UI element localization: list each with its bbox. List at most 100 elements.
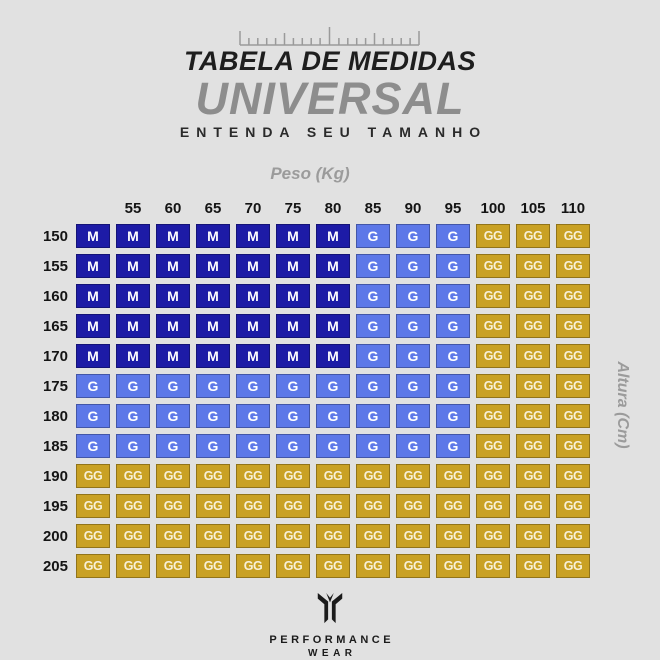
brand-name-secondary: WEAR: [307, 648, 357, 660]
size-cell-205-blank: GG: [76, 554, 110, 578]
size-cell-170-60: M: [156, 344, 190, 368]
size-cell-165-70: M: [236, 314, 270, 338]
size-cell-190-90: GG: [396, 464, 430, 488]
size-cell-155-90: G: [396, 254, 430, 278]
size-cell-175-90: G: [396, 374, 430, 398]
row-label-195: 195: [42, 497, 68, 515]
size-cell-175-55: G: [116, 374, 150, 398]
size-cell-160-105: GG: [516, 284, 550, 308]
page-title: TABELA DE MEDIDAS: [184, 46, 476, 76]
size-cell-205-95: GG: [436, 554, 470, 578]
size-cell-200-55: GG: [116, 524, 150, 548]
size-cell-195-75: GG: [276, 494, 310, 518]
column-header-85: 85: [364, 200, 382, 217]
row-label-185: 185: [42, 437, 68, 455]
size-cell-185-85: G: [356, 434, 390, 458]
size-cell-180-60: G: [156, 404, 190, 428]
size-cell-155-100: GG: [476, 254, 510, 278]
size-cell-170-80: M: [316, 344, 350, 368]
size-cell-175-100: GG: [476, 374, 510, 398]
row-label-150: 150: [42, 227, 68, 245]
size-cell-175-110: GG: [556, 374, 590, 398]
size-cell-180-55: G: [116, 404, 150, 428]
column-header-55: 55: [124, 200, 142, 217]
size-cell-185-95: G: [436, 434, 470, 458]
size-cell-160-90: G: [396, 284, 430, 308]
size-cell-165-110: GG: [556, 314, 590, 338]
size-cell-155-blank: M: [76, 254, 110, 278]
column-header-90: 90: [404, 200, 422, 217]
size-cell-155-70: M: [236, 254, 270, 278]
size-cell-150-110: GG: [556, 224, 590, 248]
size-cell-165-55: M: [116, 314, 150, 338]
column-header-95: 95: [444, 200, 462, 217]
size-cell-180-blank: G: [76, 404, 110, 428]
size-cell-190-80: GG: [316, 464, 350, 488]
size-cell-165-100: GG: [476, 314, 510, 338]
size-cell-180-85: G: [356, 404, 390, 428]
size-cell-150-95: G: [436, 224, 470, 248]
size-cell-160-70: M: [236, 284, 270, 308]
size-cell-175-75: G: [276, 374, 310, 398]
size-cell-205-90: GG: [396, 554, 430, 578]
size-cell-195-85: GG: [356, 494, 390, 518]
row-label-180: 180: [42, 407, 68, 425]
row-label-175: 175: [42, 377, 68, 395]
size-cell-190-110: GG: [556, 464, 590, 488]
column-header-80: 80: [324, 200, 342, 217]
size-cell-180-65: G: [196, 404, 230, 428]
size-cell-170-65: M: [196, 344, 230, 368]
size-cell-150-100: GG: [476, 224, 510, 248]
size-cell-150-60: M: [156, 224, 190, 248]
row-label-155: 155: [42, 257, 68, 275]
row-label-170: 170: [42, 347, 68, 365]
size-cell-185-70: G: [236, 434, 270, 458]
size-cell-185-blank: G: [76, 434, 110, 458]
size-cell-160-85: G: [356, 284, 390, 308]
size-cell-165-95: G: [436, 314, 470, 338]
size-cell-150-blank: M: [76, 224, 110, 248]
size-cell-165-60: M: [156, 314, 190, 338]
size-cell-165-65: M: [196, 314, 230, 338]
size-cell-175-70: G: [236, 374, 270, 398]
size-grid: 55 60 65 70 75 80 85 90 95 100 105 110 150 M M M M M M M G G G…: [30, 194, 590, 578]
size-cell-195-blank: GG: [76, 494, 110, 518]
size-cell-205-100: GG: [476, 554, 510, 578]
column-header-60: 60: [164, 200, 182, 217]
column-header-110: 110: [560, 200, 586, 217]
size-cell-190-105: GG: [516, 464, 550, 488]
row-label-205: 205: [42, 557, 68, 575]
size-cell-190-85: GG: [356, 464, 390, 488]
size-cell-185-55: G: [116, 434, 150, 458]
column-header-70: 70: [244, 200, 262, 217]
size-cell-195-100: GG: [476, 494, 510, 518]
size-cell-150-70: M: [236, 224, 270, 248]
size-cell-160-110: GG: [556, 284, 590, 308]
size-cell-170-95: G: [436, 344, 470, 368]
size-cell-200-60: GG: [156, 524, 190, 548]
size-cell-205-55: GG: [116, 554, 150, 578]
size-cell-165-75: M: [276, 314, 310, 338]
size-cell-160-80: M: [316, 284, 350, 308]
size-cell-155-105: GG: [516, 254, 550, 278]
size-cell-150-55: M: [116, 224, 150, 248]
size-cell-195-55: GG: [116, 494, 150, 518]
size-cell-155-110: GG: [556, 254, 590, 278]
size-cell-160-55: M: [116, 284, 150, 308]
size-cell-175-105: GG: [516, 374, 550, 398]
size-cell-190-blank: GG: [76, 464, 110, 488]
size-cell-180-80: G: [316, 404, 350, 428]
size-cell-195-80: GG: [316, 494, 350, 518]
size-cell-160-75: M: [276, 284, 310, 308]
size-cell-195-65: GG: [196, 494, 230, 518]
size-cell-155-95: G: [436, 254, 470, 278]
size-cell-200-70: GG: [236, 524, 270, 548]
weight-axis-label: Peso (Kg): [270, 164, 350, 183]
column-header-blank: [76, 216, 110, 218]
size-cell-195-90: GG: [396, 494, 430, 518]
size-cell-205-75: GG: [276, 554, 310, 578]
column-header-65: 65: [204, 200, 222, 217]
size-cell-205-60: GG: [156, 554, 190, 578]
size-cell-180-110: GG: [556, 404, 590, 428]
row-label-160: 160: [42, 287, 68, 305]
